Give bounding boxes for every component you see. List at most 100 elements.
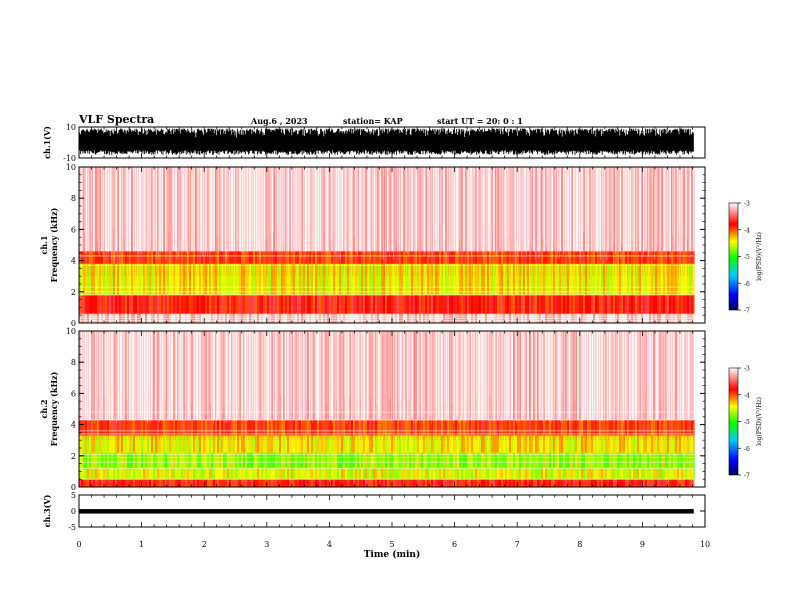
spec-cell [531, 479, 533, 487]
spec-cell [137, 167, 139, 252]
spec-cell [285, 263, 287, 295]
spec-cell [633, 479, 635, 487]
spec-cell [153, 435, 155, 453]
spec-cell [213, 435, 215, 453]
spec-cell [499, 479, 501, 487]
spec-cell [359, 435, 361, 453]
spec-cell [145, 419, 147, 436]
spec-cell [555, 294, 557, 314]
spec-cell [319, 167, 321, 252]
spec-cell [515, 263, 517, 295]
spec-cell [529, 294, 531, 314]
spec-cell [383, 263, 385, 295]
spec-cell [657, 452, 659, 469]
spec-cell [181, 251, 183, 264]
y-tick-label: 5 [71, 491, 76, 500]
spec-cell [659, 452, 661, 469]
spec-cell [399, 468, 401, 480]
spec-cell [547, 294, 549, 314]
spec-cell [149, 452, 151, 469]
spec-cell [501, 294, 503, 314]
spec-cell [323, 435, 325, 453]
spec-cell [431, 452, 433, 469]
spec-cell [269, 435, 271, 453]
spec-cell [439, 263, 441, 295]
spec-cell [341, 263, 343, 295]
spec-cell [651, 251, 653, 264]
spec-cell [421, 452, 423, 469]
spec-cell [209, 419, 211, 436]
spec-cell [489, 435, 491, 453]
spec-cell [459, 251, 461, 264]
spec-cell [611, 331, 613, 420]
spec-cell [607, 294, 609, 314]
spec-cell [515, 479, 517, 487]
spec-cell [529, 251, 531, 264]
spec-cell [135, 331, 137, 420]
spec-cell [661, 468, 663, 480]
spec-cell [631, 251, 633, 264]
spec-cell [685, 263, 687, 295]
spec-cell [523, 251, 525, 264]
spec-cell [539, 479, 541, 487]
spec-cell [489, 468, 491, 480]
spec-cell [609, 294, 611, 314]
spec-cell [569, 251, 571, 264]
spec-cell [217, 468, 219, 480]
spec-cell [207, 452, 209, 469]
spec-cell [187, 419, 189, 436]
spec-cell [239, 435, 241, 453]
spec-cell [227, 419, 229, 436]
spec-cell [569, 479, 571, 487]
spec-cell [163, 167, 165, 252]
spec-cell [79, 479, 81, 487]
spec-cell [411, 468, 413, 480]
spec-cell [511, 435, 513, 453]
spec-cell [399, 251, 401, 264]
spec-cell [297, 294, 299, 314]
spec-cell [235, 435, 237, 453]
spec-cell [515, 251, 517, 264]
spec-cell [171, 479, 173, 487]
spec-cell [355, 435, 357, 453]
spec-cell [585, 435, 587, 453]
spec-cell [269, 251, 271, 264]
spec-cell [633, 263, 635, 295]
spec-cell [381, 452, 383, 469]
spec-cell [577, 331, 579, 420]
spec-cell [341, 452, 343, 469]
spec-cell [505, 452, 507, 469]
spec-cell [389, 263, 391, 295]
spec-cell [113, 435, 115, 453]
spec-cell [137, 263, 139, 295]
spec-cell [265, 251, 267, 264]
spec-cell [383, 435, 385, 453]
spec-cell [445, 468, 447, 480]
spec-cell [433, 435, 435, 453]
spec-cell [655, 419, 657, 436]
spec-cell [645, 263, 647, 295]
ch3-y-label: ch.3(V) [42, 494, 52, 527]
spec-cell [521, 167, 523, 252]
spec-cell [103, 419, 105, 436]
spec-cell [161, 468, 163, 480]
spec-cell [411, 419, 413, 436]
spec-cell [327, 331, 329, 420]
spec-cell [381, 263, 383, 295]
spec-cell [501, 452, 503, 469]
spec-cell [285, 331, 287, 420]
spec-cell [309, 251, 311, 264]
spec-cell [591, 167, 593, 252]
spec-cell [419, 294, 421, 314]
spec-cell [419, 479, 421, 487]
spec-cell [91, 251, 93, 264]
spec-cell [315, 479, 317, 487]
spec-cell [113, 331, 115, 420]
spec-cell [269, 419, 271, 436]
spec-cell [505, 263, 507, 295]
spec-cell [357, 452, 359, 469]
spec-cell [141, 468, 143, 480]
spec-cell [461, 468, 463, 480]
spec-cell [87, 331, 89, 420]
spec-cell [289, 331, 291, 420]
